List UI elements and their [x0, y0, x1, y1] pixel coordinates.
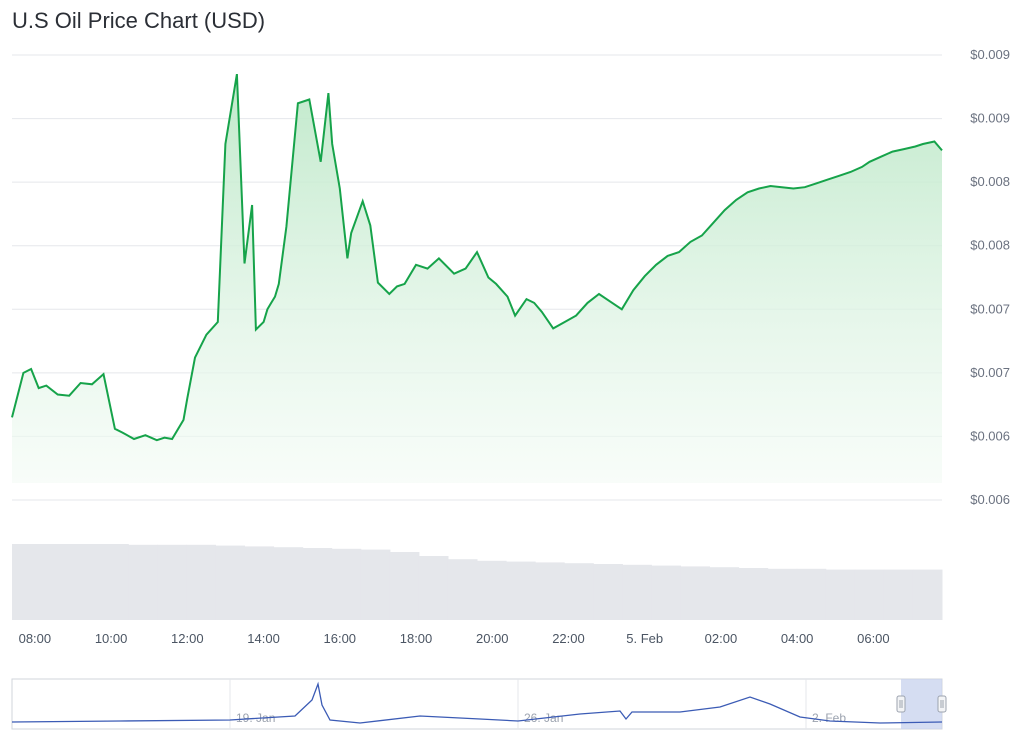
volume-bars — [12, 544, 943, 620]
volume-bar — [651, 565, 681, 620]
volume-bar — [622, 564, 652, 620]
x-tick-label: 16:00 — [324, 631, 357, 646]
y-tick-label: $0.006 — [970, 428, 1010, 443]
volume-bar — [564, 563, 594, 620]
navigator-frame — [11, 678, 943, 730]
volume-bar — [535, 562, 565, 620]
x-tick-label: 08:00 — [19, 631, 52, 646]
price-area — [12, 74, 942, 483]
volume-bar — [709, 567, 740, 620]
navigator-line — [11, 681, 943, 724]
volume-bar — [680, 566, 710, 620]
y-axis-labels: $0.009 $0.009 $0.008 $0.008 $0.007 $0.007 $0.0… — [970, 47, 1010, 507]
volume-bar — [825, 569, 856, 620]
volume-bar — [796, 568, 827, 620]
navigator[interactable]: 19. Jan 26. Jan 2. Feb — [11, 678, 947, 730]
x-tick-label: 18:00 — [400, 631, 433, 646]
x-tick-label: 20:00 — [476, 631, 509, 646]
x-tick-label: 02:00 — [705, 631, 738, 646]
navigator-handle-left[interactable] — [896, 695, 906, 713]
volume-bar — [506, 561, 536, 620]
volume-bar — [302, 548, 333, 620]
volume-bar — [273, 547, 304, 620]
volume-bar — [360, 549, 391, 620]
volume-bar — [477, 560, 507, 620]
navigator-handle-right[interactable] — [937, 695, 947, 713]
volume-bar — [41, 544, 71, 620]
volume-bar — [593, 564, 623, 620]
volume-bar — [767, 568, 798, 620]
x-tick-label: 5. Feb — [626, 631, 663, 646]
volume-bar — [389, 552, 420, 620]
volume-bar — [12, 544, 42, 620]
y-tick-label: $0.009 — [970, 111, 1010, 126]
volume-bar — [854, 569, 885, 620]
y-tick-label: $0.007 — [970, 301, 1010, 316]
chart-title: U.S Oil Price Chart (USD) — [12, 8, 266, 33]
x-axis-labels: 08:00 10:00 12:00 14:00 16:00 18:00 20:00 22:00… — [19, 631, 890, 646]
y-tick-label: $0.008 — [970, 174, 1010, 189]
volume-bar — [157, 544, 187, 620]
volume-bar — [186, 544, 216, 620]
volume-bar — [244, 546, 275, 620]
y-tick-label: $0.008 — [970, 238, 1010, 253]
volume-bar — [99, 544, 129, 620]
volume-bar — [447, 559, 478, 620]
y-tick-label: $0.007 — [970, 365, 1010, 380]
volume-bar — [738, 568, 769, 620]
y-tick-label: $0.006 — [970, 492, 1010, 507]
volume-bar — [215, 545, 245, 620]
x-tick-label: 12:00 — [171, 631, 204, 646]
volume-bar — [912, 569, 943, 620]
volume-bar — [418, 556, 449, 620]
x-tick-label: 06:00 — [857, 631, 890, 646]
volume-bar — [883, 569, 914, 620]
x-tick-label: 10:00 — [95, 631, 128, 646]
navigator-selection[interactable] — [901, 679, 942, 729]
volume-bar — [331, 548, 362, 620]
navigator-label: 2. Feb — [812, 711, 846, 725]
y-tick-label: $0.009 — [970, 47, 1010, 62]
x-tick-label: 04:00 — [781, 631, 814, 646]
price-line[interactable] — [11, 73, 943, 442]
x-tick-label: 14:00 — [247, 631, 280, 646]
x-tick-label: 22:00 — [552, 631, 585, 646]
volume-bar — [128, 544, 158, 620]
volume-bar — [70, 544, 100, 620]
